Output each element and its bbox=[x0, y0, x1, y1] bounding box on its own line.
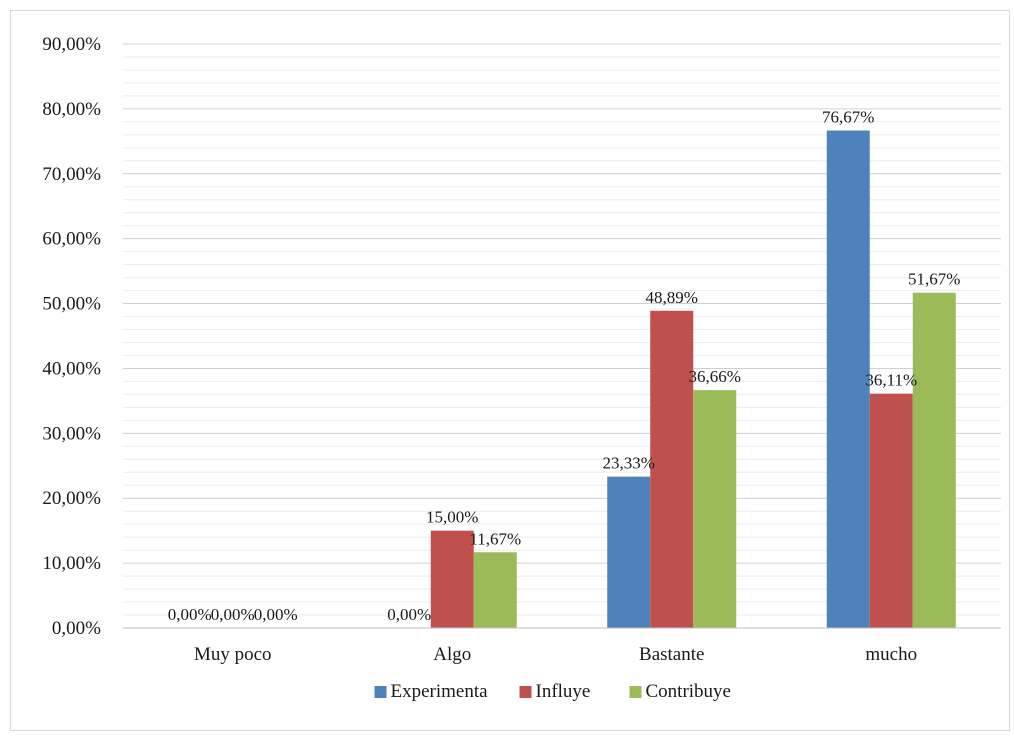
legend: Experimenta Influye Contribuye bbox=[374, 681, 732, 702]
data-label: 0,00% bbox=[211, 605, 255, 624]
y-tick-label: 80,00% bbox=[42, 99, 101, 120]
bar-chart: 0,00% 10,00% 20,00% 30,00% 40,00% 50,00% 60,00… bbox=[42, 34, 1001, 702]
data-label: 36,66% bbox=[689, 367, 741, 386]
x-category-label: Algo bbox=[433, 644, 471, 665]
x-category-label: mucho bbox=[865, 644, 917, 665]
x-category-label: Bastante bbox=[639, 644, 704, 665]
data-label: 76,67% bbox=[822, 107, 874, 126]
y-tick-label: 0,00% bbox=[52, 618, 101, 639]
bar bbox=[473, 552, 517, 628]
legend-label: Contribuye bbox=[646, 681, 732, 702]
data-label: 36,11% bbox=[865, 371, 917, 390]
chart-frame: 0,00% 10,00% 20,00% 30,00% 40,00% 50,00% 60,00… bbox=[10, 10, 1010, 731]
data-label: 51,67% bbox=[908, 270, 960, 289]
y-tick-label: 50,00% bbox=[42, 294, 101, 315]
bar bbox=[826, 130, 870, 628]
data-label: 0,00% bbox=[168, 605, 212, 624]
y-tick-label: 70,00% bbox=[42, 164, 101, 185]
bar bbox=[650, 310, 694, 628]
y-tick-label: 30,00% bbox=[42, 423, 101, 444]
data-label: 15,00% bbox=[426, 508, 478, 527]
bar bbox=[693, 390, 737, 628]
y-tick-label: 90,00% bbox=[42, 34, 101, 55]
bar bbox=[430, 530, 474, 628]
x-axis-categories: Muy poco Algo Bastante mucho bbox=[194, 644, 917, 665]
data-label: 0,00% bbox=[387, 605, 431, 624]
bar bbox=[912, 292, 956, 628]
data-label: 11,67% bbox=[469, 529, 521, 548]
y-axis-ticks: 0,00% 10,00% 20,00% 30,00% 40,00% 50,00% 60,00… bbox=[42, 34, 101, 639]
bars bbox=[430, 130, 956, 628]
y-tick-label: 20,00% bbox=[42, 488, 101, 509]
legend-label: Experimenta bbox=[391, 681, 489, 702]
bar bbox=[869, 393, 913, 628]
legend-swatch bbox=[629, 686, 642, 698]
y-tick-label: 60,00% bbox=[42, 229, 101, 250]
data-label: 0,00% bbox=[254, 605, 298, 624]
bar bbox=[607, 476, 651, 628]
x-category-label: Muy poco bbox=[194, 644, 272, 665]
y-tick-label: 10,00% bbox=[42, 553, 101, 574]
data-label: 23,33% bbox=[603, 454, 655, 473]
data-labels: 0,00% 0,00% 0,00% 0,00%15,00%11,67%23,33%48… bbox=[168, 107, 961, 624]
legend-swatch bbox=[374, 686, 387, 698]
y-tick-label: 40,00% bbox=[42, 358, 101, 379]
data-label: 48,89% bbox=[646, 288, 698, 307]
legend-label: Influye bbox=[536, 681, 591, 702]
legend-swatch bbox=[519, 686, 532, 698]
